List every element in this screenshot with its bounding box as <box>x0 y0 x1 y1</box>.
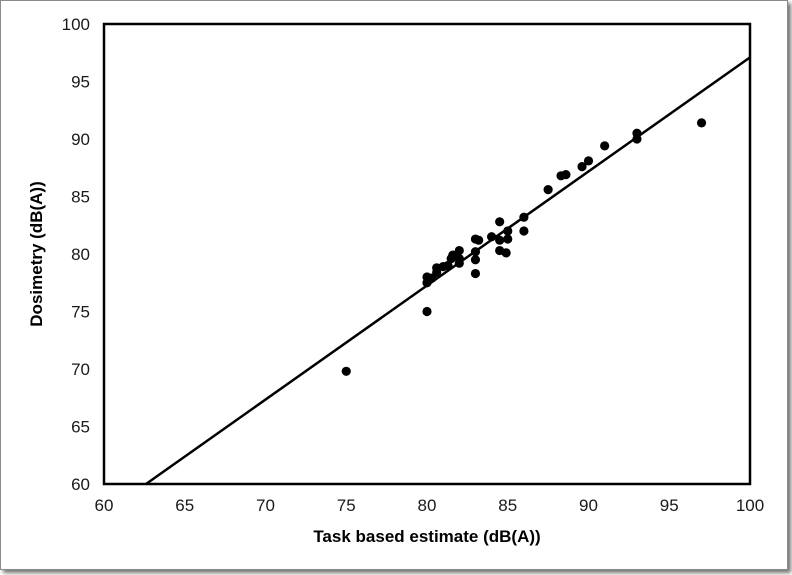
x-tick-label: 90 <box>579 496 598 515</box>
x-tick-label: 75 <box>337 496 356 515</box>
y-tick-label: 75 <box>71 303 90 322</box>
data-point <box>577 162 587 172</box>
data-points <box>341 118 707 376</box>
data-point <box>454 245 464 256</box>
data-point <box>561 170 571 180</box>
y-tick-label: 95 <box>71 73 90 92</box>
data-point <box>470 255 481 265</box>
data-point <box>503 234 513 244</box>
plot-area-border <box>102 22 752 486</box>
x-tick-label: 100 <box>736 496 764 515</box>
x-tick-label: 70 <box>256 496 275 515</box>
x-tick-label: 60 <box>95 496 114 515</box>
x-tick-label: 65 <box>175 496 194 515</box>
y-tick-label: 65 <box>71 418 90 437</box>
y-tick-label: 85 <box>71 188 90 207</box>
y-tick-label: 100 <box>62 15 90 34</box>
data-point <box>519 226 529 236</box>
trend-line <box>145 56 751 486</box>
data-point <box>422 306 432 317</box>
data-point <box>341 366 351 376</box>
data-point <box>696 118 707 128</box>
x-axis-title: Task based estimate (dB(A)) <box>313 527 540 546</box>
data-point <box>543 185 553 195</box>
x-tick-label: 95 <box>660 496 679 515</box>
y-tick-label: 60 <box>71 475 90 494</box>
y-tick-label: 80 <box>71 245 90 264</box>
x-tick-label: 80 <box>418 496 437 515</box>
x-tick-labels: 60 65 70 75 80 85 90 95 100 <box>95 496 765 515</box>
data-point <box>495 217 505 227</box>
data-point <box>474 235 484 245</box>
data-point <box>495 235 505 245</box>
x-tick-label: 85 <box>498 496 517 515</box>
y-tick-label: 70 <box>71 360 90 379</box>
y-tick-label: 90 <box>71 130 90 149</box>
y-axis-title: Dosimetry (dB(A)) <box>27 181 46 326</box>
data-point <box>470 268 481 279</box>
data-point <box>600 141 610 151</box>
y-tick-labels: 60 65 70 75 80 85 90 95 100 <box>62 15 90 494</box>
data-point <box>501 248 511 258</box>
data-point <box>583 156 594 166</box>
